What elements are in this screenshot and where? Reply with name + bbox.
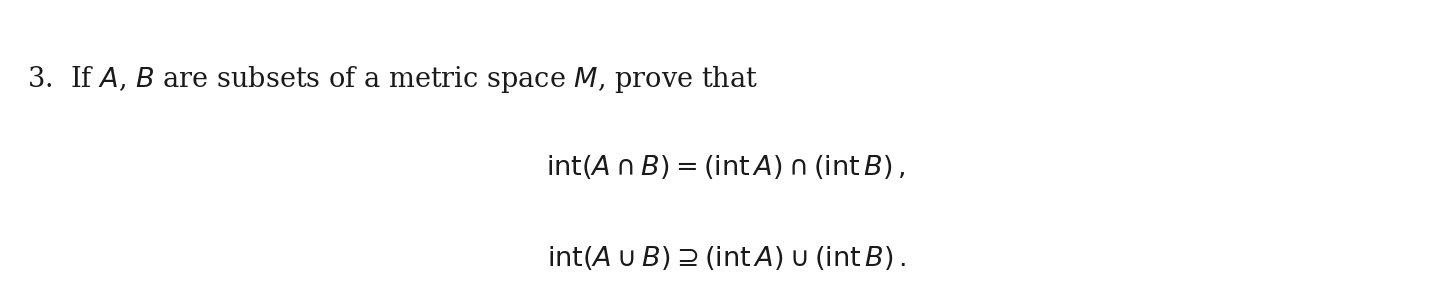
Text: $\mathrm{int}(A \cup B) \supseteq (\mathrm{int}\, A) \cup (\mathrm{int}\, B)\,.$: $\mathrm{int}(A \cup B) \supseteq (\math…	[546, 244, 906, 272]
Text: 3.  If $A$, $B$ are subsets of a metric space $M$, prove that: 3. If $A$, $B$ are subsets of a metric s…	[28, 64, 758, 95]
Text: $\mathrm{int}(A \cap B) = (\mathrm{int}\, A) \cap (\mathrm{int}\, B)\,,$: $\mathrm{int}(A \cap B) = (\mathrm{int}\…	[546, 153, 906, 181]
